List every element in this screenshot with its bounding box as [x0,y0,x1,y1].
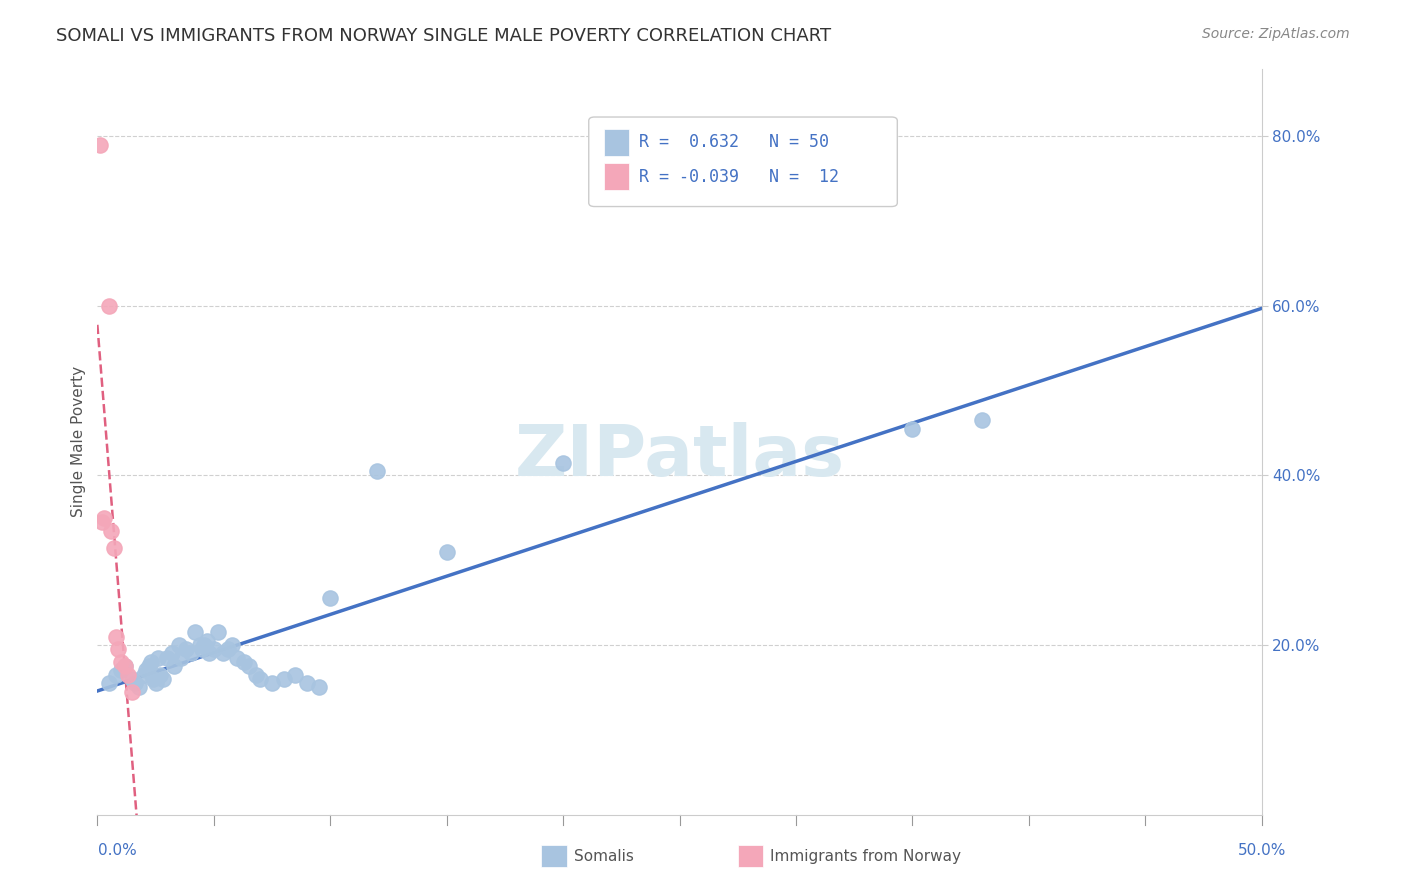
Point [226,650,249,665]
Point [260,676,283,690]
Point [146,650,169,665]
Point [366,464,388,478]
Point [110,655,132,669]
Point [142,672,165,686]
Point [138,659,160,673]
Point [104,667,127,681]
Point [295,676,318,690]
Point [128,681,150,695]
FancyBboxPatch shape [605,163,630,190]
Point [117,667,139,681]
Text: R = -0.039   N =  12: R = -0.039 N = 12 [638,168,839,186]
Point [89,137,111,152]
Point [179,647,201,661]
Point [149,667,172,681]
Point [139,655,162,669]
Point [207,625,229,640]
Point [135,664,157,678]
Point [103,541,125,555]
Point [901,422,924,436]
Point [249,672,271,686]
Point [124,676,146,690]
Text: 0.0%: 0.0% [98,843,138,858]
Point [202,642,225,657]
Point [91,515,114,529]
Text: 50.0%: 50.0% [1239,843,1286,858]
FancyBboxPatch shape [605,129,630,156]
Point [217,642,239,657]
Point [98,676,121,690]
Point [284,667,307,681]
Point [184,625,207,640]
Point [233,655,256,669]
Point [145,676,167,690]
Point [152,672,174,686]
Point [93,511,115,525]
Text: SOMALI VS IMMIGRANTS FROM NORWAY SINGLE MALE POVERTY CORRELATION CHART: SOMALI VS IMMIGRANTS FROM NORWAY SINGLE … [56,27,831,45]
Point [156,650,179,665]
Point [132,667,155,681]
Point [110,664,132,678]
Point [198,647,221,661]
Point [100,524,122,538]
Point [553,456,575,470]
Point [98,299,121,313]
Point [972,413,994,427]
Point [238,659,260,673]
Point [170,650,193,665]
Point [188,638,211,652]
Point [319,591,342,606]
Point [191,642,214,657]
Point [212,647,235,661]
Text: Source: ZipAtlas.com: Source: ZipAtlas.com [1202,27,1350,41]
Point [114,659,136,673]
Point [193,638,215,652]
Point [167,638,190,652]
Point [245,667,267,681]
Point [160,647,183,661]
FancyBboxPatch shape [589,117,897,207]
Y-axis label: Single Male Poverty: Single Male Poverty [72,366,86,517]
Point [163,659,186,673]
Point [308,681,330,695]
Text: Somalis: Somalis [574,849,634,863]
Point [107,642,129,657]
Point [436,545,458,559]
Point [273,672,295,686]
Text: R =  0.632   N = 50: R = 0.632 N = 50 [638,134,828,152]
Text: ZIPatlas: ZIPatlas [515,422,845,491]
Point [174,642,197,657]
Point [114,659,136,673]
Text: Immigrants from Norway: Immigrants from Norway [770,849,962,863]
Point [104,630,127,644]
Point [221,638,243,652]
Point [121,684,143,698]
Point [121,672,143,686]
Point [195,633,218,648]
